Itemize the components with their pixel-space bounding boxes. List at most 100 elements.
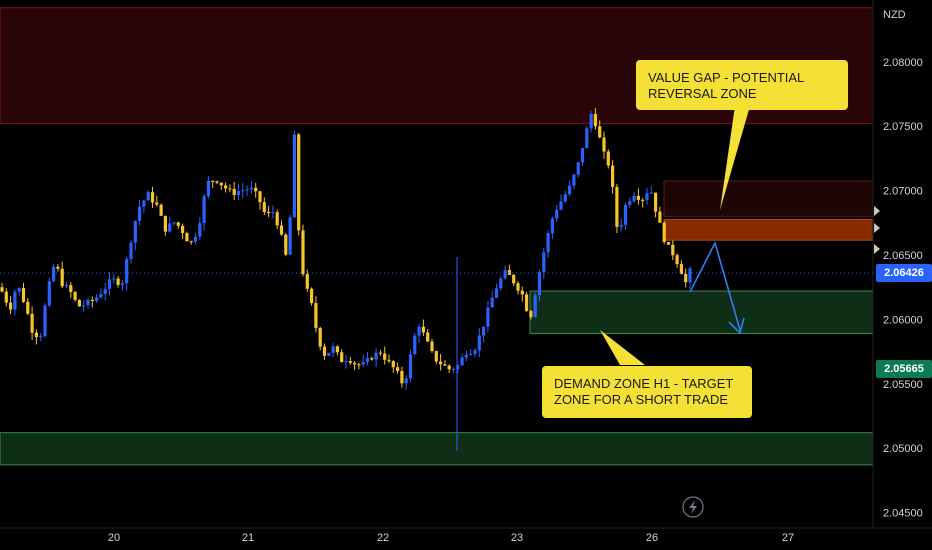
candle-body xyxy=(245,189,249,191)
candle-body xyxy=(249,187,253,190)
candle-body xyxy=(99,293,103,298)
candle-body xyxy=(95,297,99,301)
candle-body xyxy=(490,297,494,308)
candle-body xyxy=(211,180,215,182)
candle-body xyxy=(176,222,180,226)
candle-body xyxy=(486,307,490,327)
candle-body xyxy=(292,134,296,218)
candle-body xyxy=(155,202,159,205)
candle-body xyxy=(314,303,318,328)
time-axis: 20 21 22 23 26 27 xyxy=(0,527,932,544)
candle-body xyxy=(555,209,559,219)
candle-body xyxy=(679,264,683,275)
candle-body xyxy=(636,195,640,200)
lightning-icon[interactable] xyxy=(682,496,704,518)
candle-body xyxy=(503,270,507,279)
candle-body xyxy=(623,204,628,225)
candle-body xyxy=(675,255,679,265)
candle-body xyxy=(632,195,636,202)
candle-body xyxy=(383,353,387,360)
candle-body xyxy=(421,326,425,333)
x-tick-label: 22 xyxy=(377,532,389,544)
candle-body xyxy=(666,241,671,245)
candle-body xyxy=(593,114,597,127)
candle-body xyxy=(64,285,69,287)
candle-body xyxy=(520,290,524,295)
candle-body xyxy=(568,185,572,195)
candle-body xyxy=(305,274,309,289)
candle-body xyxy=(60,268,64,287)
candle-body xyxy=(589,114,593,129)
candle-body xyxy=(619,224,623,227)
candle-body xyxy=(215,181,219,183)
candle-body xyxy=(288,217,292,255)
candle-body xyxy=(348,361,352,363)
candle-body xyxy=(387,359,391,362)
x-tick-label: 23 xyxy=(511,532,523,544)
candle-body xyxy=(198,223,202,237)
candle-body xyxy=(172,222,176,224)
candle-body xyxy=(563,194,567,202)
candle-body xyxy=(550,218,554,234)
candle-body xyxy=(464,354,468,358)
y-tick-label: 2.05000 xyxy=(883,443,923,455)
candle-body xyxy=(658,211,662,223)
candle-body xyxy=(443,364,447,366)
candle-body xyxy=(39,336,43,338)
lower-demand-zone-zone xyxy=(0,432,874,466)
candle-body xyxy=(202,196,206,224)
candle-body xyxy=(236,191,241,195)
y-tick-label: 2.06000 xyxy=(883,314,923,326)
candle-body xyxy=(671,244,675,256)
y-tick-label: 2.07500 xyxy=(883,121,923,133)
candle-body xyxy=(331,346,335,353)
x-tick-label: 21 xyxy=(242,532,254,544)
candle-body xyxy=(525,294,529,312)
candle-body xyxy=(142,200,146,207)
x-tick-label: 20 xyxy=(108,532,120,544)
candle-body xyxy=(417,326,421,336)
candle-body xyxy=(318,327,322,347)
candle-body xyxy=(228,188,232,190)
candle-body xyxy=(4,291,8,303)
candle-body xyxy=(499,278,503,289)
candle-body xyxy=(529,311,533,318)
candle-body xyxy=(628,201,632,205)
candles-layer xyxy=(0,107,692,390)
candle-body xyxy=(606,151,610,166)
candle-body xyxy=(52,266,56,282)
projection-arrow xyxy=(689,240,741,331)
candle-body xyxy=(439,361,443,365)
candle-body xyxy=(0,287,4,292)
value-gap-callout: VALUE GAP - POTENTIAL REVERSAL ZONE xyxy=(636,60,848,110)
candle-body xyxy=(460,357,464,366)
candle-body xyxy=(13,291,17,310)
candle-body xyxy=(133,220,137,243)
candle-body xyxy=(576,162,580,175)
candle-body xyxy=(193,236,198,242)
y-tick-label: 2.08000 xyxy=(883,57,923,69)
candle-body xyxy=(30,313,34,333)
candle-body xyxy=(654,192,658,212)
candle-body xyxy=(232,188,236,195)
candle-body xyxy=(181,225,185,234)
candle-body xyxy=(254,187,258,192)
candle-body xyxy=(598,126,602,138)
axis-marker-3 xyxy=(874,244,880,254)
x-tick-label: 26 xyxy=(646,532,658,544)
candle-body xyxy=(365,358,370,362)
candle-body xyxy=(353,362,357,365)
candle-body xyxy=(611,165,615,187)
currency-label: NZD xyxy=(883,9,906,21)
candle-body xyxy=(559,201,563,210)
candle-body xyxy=(43,305,47,337)
candle-body xyxy=(447,365,451,370)
value-gap-zone xyxy=(663,219,874,241)
candle-body xyxy=(120,283,124,285)
candle-body xyxy=(163,215,167,232)
candle-body xyxy=(129,242,133,259)
candle-body xyxy=(477,335,481,351)
candle-body xyxy=(34,332,38,338)
candle-body xyxy=(322,346,327,356)
candle-body xyxy=(662,222,666,242)
